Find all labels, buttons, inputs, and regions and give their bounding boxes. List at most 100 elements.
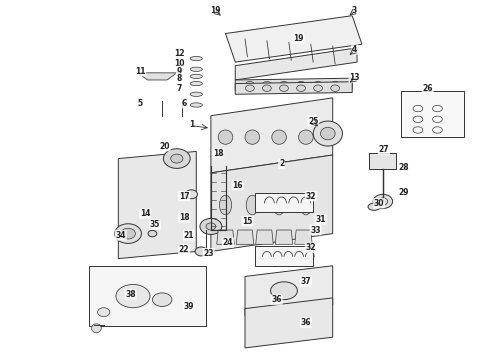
Text: 9: 9 — [176, 67, 182, 76]
Ellipse shape — [373, 194, 392, 208]
Ellipse shape — [320, 127, 335, 140]
Bar — [369, 153, 396, 169]
Ellipse shape — [190, 81, 202, 86]
Text: 39: 39 — [184, 302, 194, 311]
Ellipse shape — [296, 81, 305, 88]
Ellipse shape — [220, 195, 232, 215]
Text: 23: 23 — [203, 249, 214, 258]
Ellipse shape — [245, 85, 254, 91]
Bar — [401, 91, 464, 137]
Text: 38: 38 — [125, 290, 136, 299]
Text: 37: 37 — [300, 277, 311, 286]
Polygon shape — [256, 230, 273, 244]
Ellipse shape — [190, 74, 202, 78]
Text: 17: 17 — [179, 192, 190, 201]
Polygon shape — [294, 230, 312, 244]
Bar — [255, 193, 313, 212]
Ellipse shape — [263, 81, 271, 88]
Ellipse shape — [263, 85, 271, 91]
Text: 1: 1 — [189, 120, 194, 129]
Ellipse shape — [116, 284, 150, 308]
Ellipse shape — [331, 81, 340, 88]
Text: 24: 24 — [222, 238, 233, 247]
Text: 19: 19 — [211, 6, 221, 15]
Polygon shape — [245, 298, 333, 348]
Ellipse shape — [98, 308, 110, 317]
Ellipse shape — [314, 81, 322, 88]
Ellipse shape — [121, 228, 135, 239]
Ellipse shape — [148, 230, 157, 237]
Ellipse shape — [280, 85, 288, 91]
Polygon shape — [138, 73, 177, 80]
Text: 8: 8 — [176, 74, 182, 83]
Text: 6: 6 — [181, 99, 187, 108]
Ellipse shape — [273, 195, 285, 215]
Text: 31: 31 — [315, 215, 326, 224]
Polygon shape — [118, 152, 196, 258]
Polygon shape — [211, 98, 333, 173]
Ellipse shape — [200, 219, 222, 234]
Ellipse shape — [206, 223, 216, 230]
Text: 36: 36 — [271, 295, 282, 304]
Ellipse shape — [152, 293, 172, 306]
Ellipse shape — [190, 57, 202, 61]
Bar — [255, 246, 313, 266]
Ellipse shape — [331, 85, 340, 91]
Text: 15: 15 — [242, 217, 253, 226]
Text: 29: 29 — [398, 188, 409, 197]
Polygon shape — [225, 16, 362, 62]
Ellipse shape — [368, 203, 380, 210]
Ellipse shape — [313, 121, 343, 146]
Polygon shape — [245, 266, 333, 316]
Text: 10: 10 — [174, 59, 184, 68]
Text: 13: 13 — [349, 73, 360, 82]
Ellipse shape — [218, 130, 233, 144]
Ellipse shape — [115, 224, 142, 243]
Polygon shape — [217, 230, 234, 244]
Polygon shape — [211, 155, 333, 251]
Text: 36: 36 — [301, 318, 311, 327]
Text: 33: 33 — [310, 225, 321, 234]
Text: 34: 34 — [116, 231, 126, 240]
Ellipse shape — [190, 103, 202, 107]
Text: 3: 3 — [352, 6, 357, 15]
Text: 2: 2 — [279, 159, 284, 168]
Bar — [89, 266, 206, 327]
Text: 25: 25 — [308, 117, 318, 126]
Text: 16: 16 — [232, 181, 243, 190]
Text: 35: 35 — [149, 220, 160, 229]
Ellipse shape — [190, 92, 202, 96]
Text: 32: 32 — [306, 243, 316, 252]
Text: 18: 18 — [213, 149, 223, 158]
Ellipse shape — [163, 149, 190, 168]
Ellipse shape — [296, 85, 305, 91]
Text: 19: 19 — [294, 35, 304, 44]
Text: 21: 21 — [184, 231, 194, 240]
Ellipse shape — [272, 130, 287, 144]
Ellipse shape — [245, 81, 254, 88]
Text: 4: 4 — [352, 45, 357, 54]
Text: 20: 20 — [159, 141, 170, 150]
Text: 18: 18 — [179, 213, 190, 222]
Ellipse shape — [92, 324, 101, 333]
Text: 7: 7 — [176, 84, 182, 93]
Ellipse shape — [270, 282, 297, 300]
Text: 5: 5 — [138, 99, 143, 108]
Text: 32: 32 — [306, 192, 316, 201]
Polygon shape — [275, 230, 293, 244]
Text: 28: 28 — [398, 163, 409, 172]
Polygon shape — [235, 78, 352, 91]
Ellipse shape — [300, 195, 312, 215]
Text: 26: 26 — [422, 84, 433, 93]
Text: 22: 22 — [179, 245, 189, 254]
Ellipse shape — [171, 154, 183, 163]
Text: 30: 30 — [374, 199, 384, 208]
Ellipse shape — [298, 130, 313, 144]
Text: 12: 12 — [174, 49, 184, 58]
Polygon shape — [235, 48, 357, 80]
Text: 11: 11 — [135, 67, 146, 76]
Text: 27: 27 — [379, 145, 389, 154]
Polygon shape — [236, 230, 254, 244]
Polygon shape — [235, 82, 352, 94]
Ellipse shape — [378, 198, 388, 205]
